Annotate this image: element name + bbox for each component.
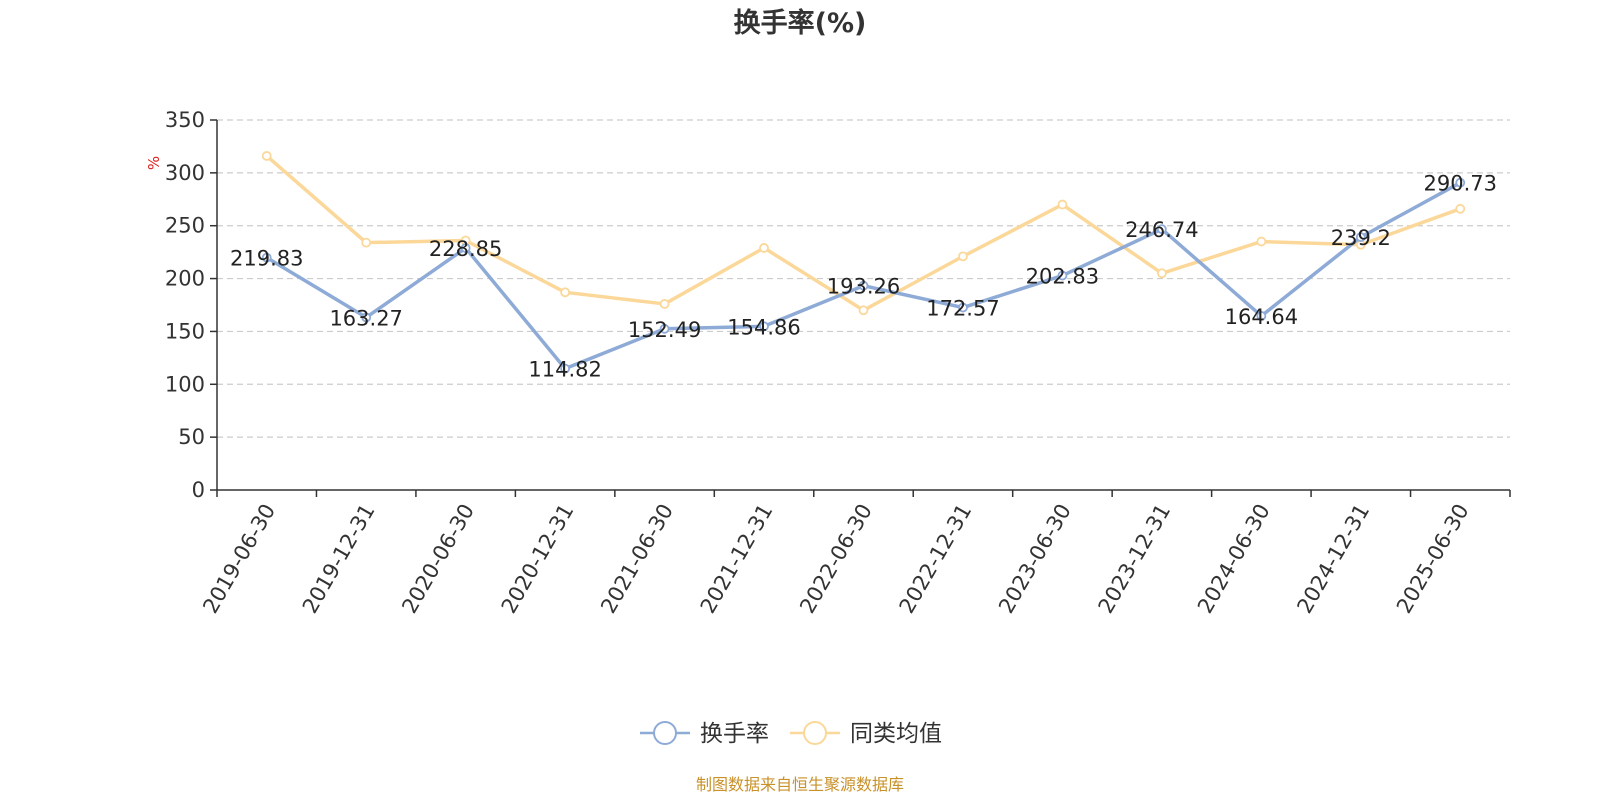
x-tick-label: 2021-12-31 — [696, 500, 778, 618]
x-tick-label: 2022-06-30 — [795, 500, 877, 618]
y-tick-label: 300 — [165, 161, 205, 185]
data-point — [261, 252, 272, 263]
data-point — [1455, 177, 1466, 188]
data-point — [1156, 224, 1167, 235]
x-tick-label: 2020-12-31 — [497, 500, 579, 618]
y-tick-label: 350 — [165, 108, 205, 132]
x-tick-label: 2019-12-31 — [298, 500, 380, 618]
legend-item[interactable]: 同类均值 — [790, 721, 942, 747]
data-point — [460, 243, 471, 253]
data-point — [958, 302, 968, 313]
series-lines — [261, 151, 1466, 374]
data-label: 172.57 — [926, 297, 999, 321]
data-point — [1057, 270, 1068, 281]
data-point — [1455, 203, 1466, 214]
data-point — [560, 363, 571, 374]
y-tick-label: 250 — [165, 214, 205, 238]
data-label: 246.74 — [1125, 218, 1198, 242]
data-point — [1256, 311, 1267, 321]
data-label: 202.83 — [1026, 265, 1099, 289]
data-label: 163.27 — [329, 306, 402, 330]
data-point — [361, 312, 372, 323]
x-tick-label: 2024-12-31 — [1292, 500, 1374, 618]
data-label: 164.64 — [1225, 305, 1298, 329]
data-point — [361, 237, 372, 248]
data-point — [858, 280, 869, 291]
x-tick-label: 2021-06-30 — [596, 500, 678, 618]
data-label: 290.73 — [1424, 172, 1497, 196]
data-point — [659, 323, 670, 334]
legend-item[interactable]: 换手率 — [640, 721, 769, 747]
data-label: 154.86 — [727, 315, 800, 339]
legend[interactable]: 换手率 同类均值 — [640, 721, 942, 747]
data-point — [958, 251, 968, 262]
data-label: 114.82 — [528, 358, 601, 382]
y-tick-label: 50 — [178, 425, 205, 449]
data-label: 219.83 — [230, 247, 303, 271]
data-label: 152.49 — [628, 318, 701, 342]
y-tick-label: 150 — [165, 319, 205, 343]
data-point — [759, 243, 769, 253]
chart-title: 换手率(%) — [734, 7, 867, 39]
data-point — [659, 299, 670, 309]
data-label: 239.2 — [1331, 226, 1391, 250]
data-label: 228.85 — [429, 237, 502, 261]
legend-label: 换手率 — [700, 721, 769, 747]
legend-label: 同类均值 — [850, 721, 942, 747]
legend-marker — [803, 721, 827, 745]
legend-marker — [653, 721, 677, 745]
x-tick-label: 2025-06-30 — [1392, 500, 1474, 618]
data-point — [1057, 199, 1068, 210]
x-tick-label: 2023-12-31 — [1094, 500, 1176, 618]
source-note: 制图数据来自恒生聚源数据库 — [696, 775, 904, 794]
data-point — [560, 287, 571, 298]
data-point — [858, 305, 869, 316]
data-label: 193.26 — [827, 275, 900, 299]
y-tick-label: 0 — [192, 478, 205, 502]
axes: 0 50 100 150 200 250 300 350 2019-06-30 2019-12-3… — [165, 108, 1511, 618]
data-point — [1156, 268, 1167, 279]
grid-lines — [217, 119, 1510, 438]
x-tick-label: 2022-12-31 — [895, 500, 977, 618]
x-tick-label: 2024-06-30 — [1193, 500, 1275, 618]
y-unit-label: % — [145, 156, 163, 170]
x-tick-label: 2019-06-30 — [198, 500, 280, 618]
x-tick-label: 2023-06-30 — [994, 500, 1076, 618]
data-point — [1355, 232, 1366, 243]
data-labels: 219.83 163.27 228.85 114.82 152.49 154.86 193.… — [230, 172, 1497, 382]
data-point — [1256, 236, 1267, 247]
y-tick-label: 100 — [165, 372, 205, 396]
y-tick-label: 200 — [165, 267, 205, 291]
x-tick-label: 2020-06-30 — [397, 500, 479, 618]
data-point — [261, 151, 272, 161]
data-point — [759, 321, 769, 332]
